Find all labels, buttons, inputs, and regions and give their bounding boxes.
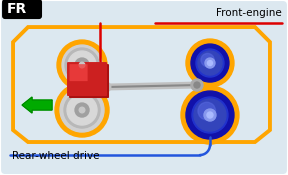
Circle shape [181,86,239,144]
Text: Rear-wheel drive: Rear-wheel drive [12,151,100,161]
Circle shape [67,95,97,125]
FancyBboxPatch shape [67,62,107,96]
Circle shape [75,103,89,117]
FancyBboxPatch shape [2,0,42,19]
Circle shape [65,48,99,82]
Circle shape [79,62,85,68]
Circle shape [196,49,224,77]
FancyBboxPatch shape [69,64,109,98]
Circle shape [201,53,214,67]
FancyBboxPatch shape [69,64,88,81]
Circle shape [191,79,203,91]
Circle shape [198,102,216,120]
Circle shape [205,58,215,68]
Circle shape [79,107,85,113]
Circle shape [194,82,200,88]
Circle shape [194,99,226,131]
Circle shape [207,112,213,118]
Circle shape [64,92,100,128]
Circle shape [192,97,228,133]
Polygon shape [22,97,52,113]
Circle shape [207,61,213,66]
Circle shape [204,109,216,121]
Text: Front-engine: Front-engine [216,8,282,18]
Circle shape [60,88,104,132]
Circle shape [68,51,96,79]
Text: FR: FR [7,2,27,16]
Circle shape [186,91,234,139]
Circle shape [57,40,107,90]
Circle shape [198,51,222,75]
Circle shape [191,44,229,82]
Circle shape [62,45,102,85]
Circle shape [55,83,109,137]
Circle shape [186,39,234,87]
Circle shape [75,58,89,72]
